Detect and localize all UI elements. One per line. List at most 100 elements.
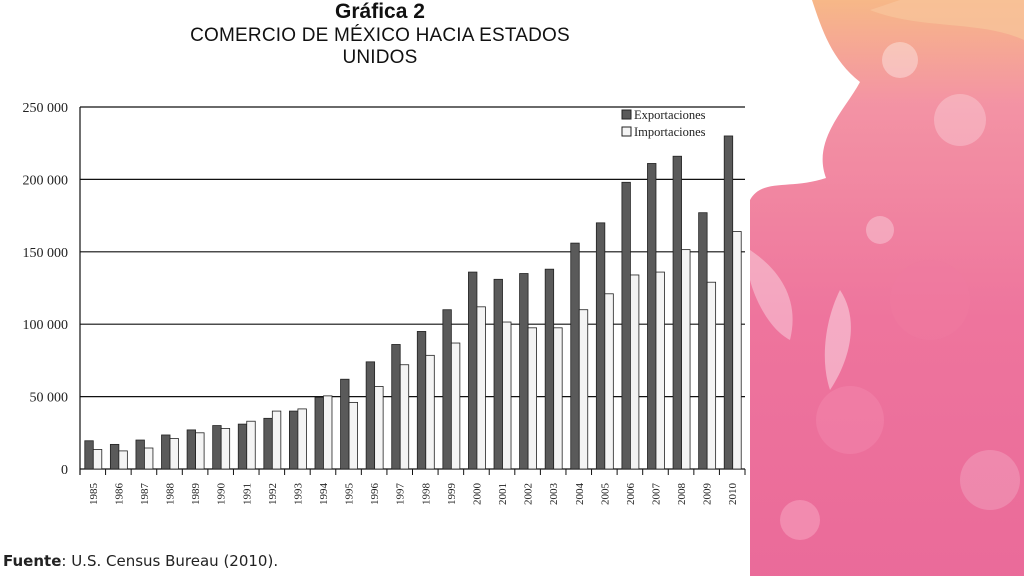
bar-exportaciones-1993 bbox=[289, 410, 299, 470]
bar-importaciones-2009 bbox=[706, 281, 717, 470]
bar-exportaciones-1996 bbox=[365, 361, 376, 470]
bar-importaciones-1986 bbox=[118, 450, 128, 470]
bars bbox=[84, 135, 742, 470]
bar-importaciones-1995 bbox=[348, 401, 358, 470]
bar-importaciones-2010 bbox=[732, 231, 742, 470]
bar-importaciones-2000 bbox=[476, 306, 486, 470]
bar-exportaciones-2004 bbox=[570, 242, 580, 470]
x-tick-label: 2000 bbox=[471, 483, 483, 506]
bar-importaciones-1992 bbox=[271, 410, 282, 470]
bar-importaciones-1988 bbox=[169, 438, 179, 470]
x-tick-label: 1986 bbox=[113, 483, 125, 506]
bar-exportaciones-1994 bbox=[314, 396, 324, 470]
bar-exportaciones-1998 bbox=[416, 331, 427, 470]
bar-importaciones-1994 bbox=[323, 395, 333, 470]
x-tick-label: 1987 bbox=[139, 483, 151, 506]
x-tick-label: 2001 bbox=[497, 483, 509, 505]
y-tick-label: 150 000 bbox=[23, 246, 69, 261]
legend-label-imports: Importaciones bbox=[634, 125, 706, 139]
x-tick-label: 2007 bbox=[650, 483, 662, 506]
chart-subtitle: COMERCIO DE MÉXICO HACIA ESTADOS UNIDOS bbox=[190, 25, 570, 68]
legend: Exportaciones Importaciones bbox=[621, 108, 706, 139]
bar-exportaciones-1985 bbox=[84, 440, 94, 470]
bar-importaciones-2001 bbox=[502, 321, 512, 470]
bar-exportaciones-1999 bbox=[442, 309, 452, 470]
bar-exportaciones-1986 bbox=[109, 443, 120, 470]
bar-importaciones-1990 bbox=[220, 428, 231, 470]
bar-importaciones-2002 bbox=[527, 327, 537, 470]
bar-importaciones-1997 bbox=[399, 364, 410, 470]
bar-exportaciones-2008 bbox=[672, 155, 682, 470]
bar-importaciones-2008 bbox=[681, 249, 691, 470]
x-tick-label: 1991 bbox=[241, 483, 253, 505]
bar-importaciones-2003 bbox=[553, 327, 563, 470]
bar-importaciones-1987 bbox=[144, 447, 154, 470]
x-tick-label: 1999 bbox=[446, 483, 458, 506]
legend-swatch-exports bbox=[621, 109, 632, 120]
bar-exportaciones-2005 bbox=[595, 222, 606, 470]
bar-exportaciones-2009 bbox=[698, 212, 708, 470]
bar-exportaciones-2000 bbox=[468, 271, 478, 470]
bar-importaciones-1999 bbox=[450, 342, 461, 470]
x-tick-label: 1994 bbox=[318, 483, 330, 506]
y-tick-label: 250 000 bbox=[23, 101, 69, 116]
bar-exportaciones-2003 bbox=[544, 268, 555, 470]
bar-exportaciones-2007 bbox=[647, 163, 657, 470]
y-axis-labels: 0 50 000 100 000 150 000 200 000 250 000 bbox=[23, 101, 69, 478]
bar-exportaciones-2002 bbox=[519, 273, 529, 470]
x-tick-label: 2006 bbox=[625, 483, 637, 506]
x-tick-label: 1990 bbox=[216, 483, 228, 506]
bar-exportaciones-1988 bbox=[161, 434, 171, 470]
x-tick-label: 2004 bbox=[574, 483, 586, 506]
x-tick-label: 1997 bbox=[395, 483, 407, 506]
bar-importaciones-1996 bbox=[374, 386, 384, 470]
chart-title: Gráfica 2 bbox=[335, 0, 425, 23]
x-tick-label: 1985 bbox=[88, 483, 100, 506]
x-tick-label: 1989 bbox=[190, 483, 202, 506]
x-tick-label: 2008 bbox=[676, 483, 688, 506]
x-tick-label: 2002 bbox=[523, 483, 535, 505]
bar-exportaciones-1992 bbox=[263, 417, 273, 470]
x-tick-label: 1995 bbox=[344, 483, 356, 506]
bar-exportaciones-2010 bbox=[723, 135, 734, 470]
bar-importaciones-2004 bbox=[578, 309, 589, 470]
x-tick-label: 1998 bbox=[420, 483, 432, 506]
bar-exportaciones-2001 bbox=[493, 278, 503, 470]
x-tick-label: 1993 bbox=[292, 483, 304, 506]
bar-importaciones-2005 bbox=[604, 293, 614, 470]
x-tick-label: 2003 bbox=[548, 483, 560, 506]
source-note: Fuente: U.S. Census Bureau (2010). bbox=[3, 552, 278, 570]
bar-exportaciones-1995 bbox=[340, 378, 350, 470]
x-tick-label: 2010 bbox=[727, 483, 739, 506]
bar-importaciones-1993 bbox=[297, 408, 307, 470]
bar-importaciones-1985 bbox=[92, 449, 103, 470]
x-tick-label: 2009 bbox=[702, 483, 714, 506]
bar-importaciones-2007 bbox=[655, 271, 665, 470]
legend-swatch-imports bbox=[621, 126, 632, 137]
y-tick-label: 100 000 bbox=[23, 318, 69, 333]
bar-exportaciones-1991 bbox=[237, 423, 248, 470]
bar-exportaciones-1990 bbox=[212, 425, 222, 470]
x-tick-label: 1996 bbox=[369, 483, 381, 506]
y-tick-label: 0 bbox=[61, 463, 68, 478]
x-tick-label: 1988 bbox=[165, 483, 177, 506]
y-tick-label: 200 000 bbox=[23, 173, 69, 188]
bar-exportaciones-1997 bbox=[391, 344, 401, 470]
x-tick-label: 1992 bbox=[267, 483, 279, 505]
x-axis-labels: 1985 1986 1987 1988 1989 1990 1991 1992 1993 1994… bbox=[88, 483, 739, 506]
x-tick-label: 2005 bbox=[599, 483, 611, 506]
bar-importaciones-1989 bbox=[195, 432, 205, 470]
bar-exportaciones-1989 bbox=[186, 429, 196, 470]
bar-exportaciones-2006 bbox=[621, 181, 631, 470]
source-text: : U.S. Census Bureau (2010). bbox=[61, 552, 279, 570]
bar-importaciones-1991 bbox=[246, 420, 256, 470]
legend-label-exports: Exportaciones bbox=[634, 108, 706, 122]
source-label: Fuente bbox=[3, 552, 62, 570]
bar-importaciones-1998 bbox=[425, 354, 435, 470]
y-tick-label: 50 000 bbox=[30, 391, 69, 406]
bar-exportaciones-1987 bbox=[135, 439, 145, 470]
bar-importaciones-2006 bbox=[630, 274, 640, 470]
grid-lines bbox=[80, 106, 745, 470]
